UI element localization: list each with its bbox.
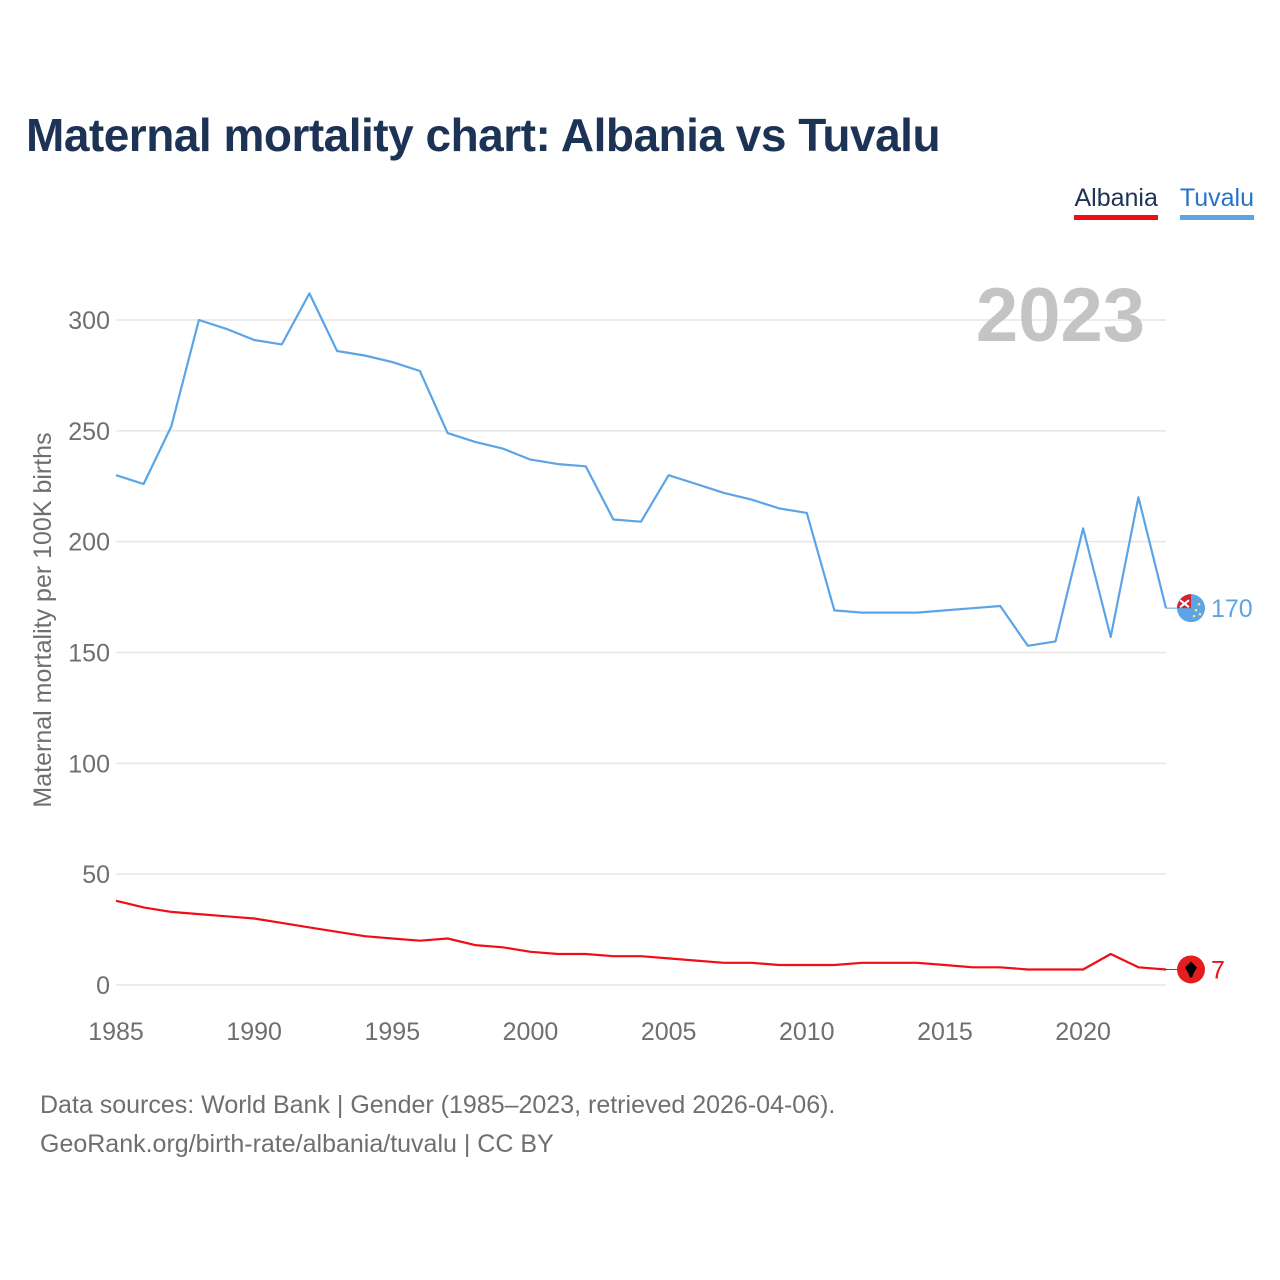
y-tick-label: 250: [68, 418, 110, 446]
legend-item-tuvalu[interactable]: Tuvalu: [1179, 184, 1254, 220]
grid-lines: [116, 319, 1166, 986]
y-tick-label: 0: [96, 972, 110, 1000]
y-axis-label: Maternal mortality per 100K births: [29, 432, 57, 807]
y-tick-label: 150: [68, 640, 110, 668]
series-line-tuvalu: [115, 292, 1168, 647]
y-tick-label: 50: [82, 861, 110, 889]
x-tick-label: 2010: [779, 1018, 835, 1046]
series-line-albania: [115, 899, 1167, 971]
chart-legend: Albania Tuvalu: [1074, 184, 1254, 220]
x-tick-label: 2020: [1055, 1018, 1111, 1046]
footer: Data sources: World Bank | Gender (1985–…: [40, 1086, 835, 1164]
attribution-link[interactable]: GeoRank.org/birth-rate/albania/tuvalu | …: [40, 1130, 554, 1158]
y-tick-label: 100: [68, 750, 110, 778]
y-tick-label: 300: [68, 307, 110, 335]
x-tick-label: 1995: [365, 1018, 421, 1046]
albania-flag-icon: [1177, 955, 1205, 984]
x-tick-label: 2005: [641, 1018, 697, 1046]
legend-item-albania[interactable]: Albania: [1074, 184, 1158, 220]
end-value-label-tuvalu: 170: [1211, 595, 1253, 623]
data-source-note: Data sources: World Bank | Gender (1985–…: [40, 1091, 836, 1119]
y-axis-ticks: 0 50 100 150 200 250 300: [68, 307, 110, 1000]
series-lines: [115, 292, 1168, 971]
x-axis-ticks: 1985 1990 1995 2000 2005 2010 2015 2020: [88, 1018, 1111, 1046]
page-title: Maternal mortality chart: Albania vs Tuv…: [26, 109, 941, 161]
x-tick-label: 2000: [503, 1018, 559, 1046]
tuvalu-flag-icon: [1177, 594, 1205, 623]
x-tick-label: 1985: [88, 1018, 144, 1046]
y-tick-label: 200: [68, 529, 110, 557]
end-value-label-albania: 7: [1211, 956, 1225, 984]
x-tick-label: 2015: [917, 1018, 973, 1046]
year-watermark: 2023: [976, 273, 1145, 358]
x-tick-label: 1990: [226, 1018, 282, 1046]
